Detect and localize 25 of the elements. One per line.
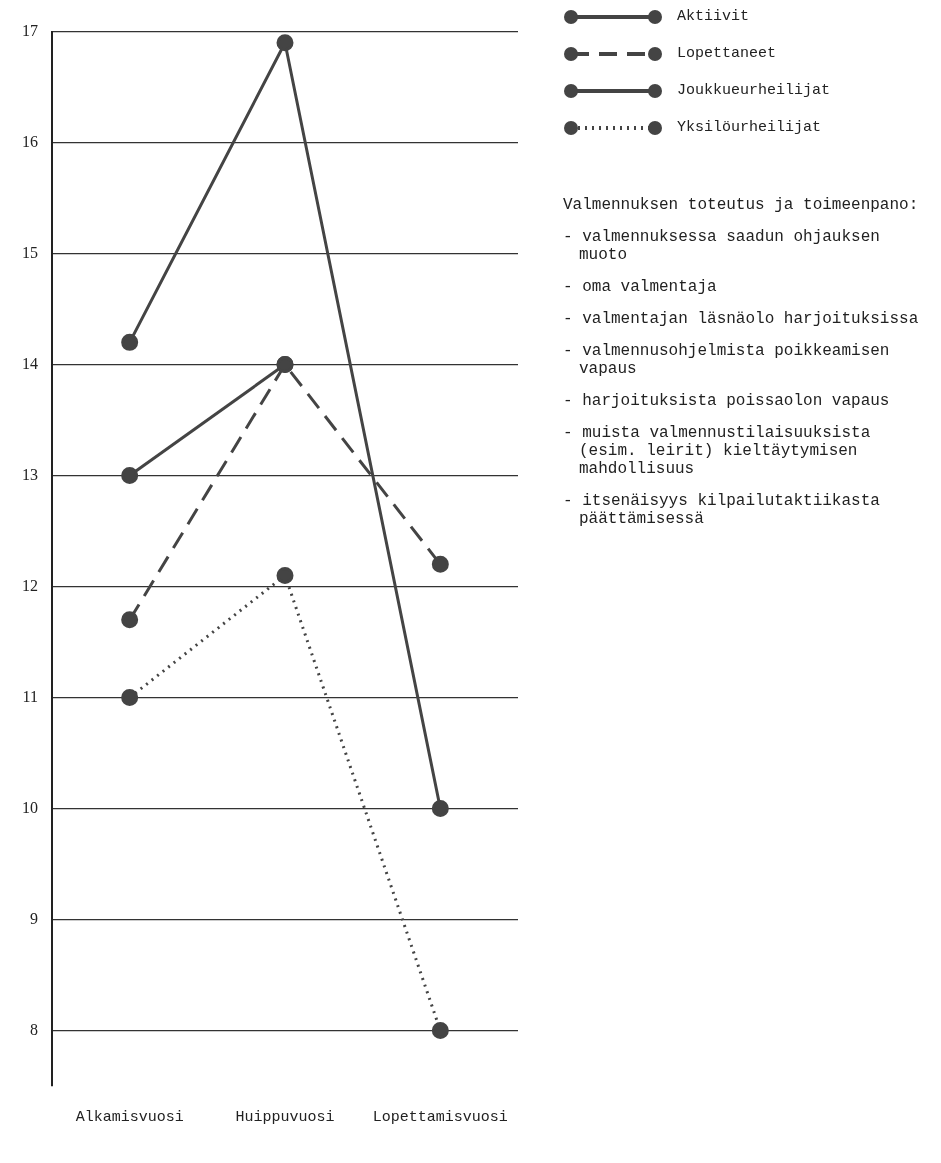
text: - valmennuksessa saadun ohjauksen muoto (563, 228, 881, 264)
y-tick-label: 12 (22, 576, 38, 594)
y-tick-label: 9 (30, 909, 38, 927)
x-tick-label: Huippuvuosi (235, 1108, 335, 1126)
y-tick-label: 10 (22, 798, 38, 816)
text: Valmennuksen toteutus ja toimeenpano: (563, 196, 920, 214)
legend-label: Aktiivit (677, 8, 750, 25)
legend-label: Joukkueurheilijat (677, 82, 831, 99)
y-tick-label: 15 (22, 243, 38, 261)
legend-label: Yksilöurheilijat (677, 119, 822, 136)
y-tick-label: 16 (22, 132, 38, 150)
text: - oma valmentaja (563, 278, 718, 296)
text: - valmentajan läsnäolo harjoituksissa (563, 310, 920, 328)
x-tick-label: Alkamisvuosi (75, 1108, 184, 1126)
y-tick-label: 8 (30, 1020, 38, 1038)
y-tick-label: 13 (22, 465, 38, 483)
text: - valmennusohjelmista poikkeamisen vapaus (563, 342, 891, 378)
y-tick-label: 14 (22, 354, 38, 372)
legend-label: Lopettaneet (677, 45, 777, 62)
x-tick-label: Lopettamisvuosi (372, 1108, 508, 1126)
y-tick-label: 17 (22, 21, 38, 39)
text: - harjoituksista poissaolon vapaus (563, 392, 891, 410)
y-tick-label: 11 (22, 687, 38, 705)
text: - muista valmennustilaisuuksista (esim. leirit) kieltäytymisen mahdollisuus (563, 424, 872, 478)
text: - itsenäisyys kilpailutaktiikasta päättämisessä (563, 492, 881, 528)
